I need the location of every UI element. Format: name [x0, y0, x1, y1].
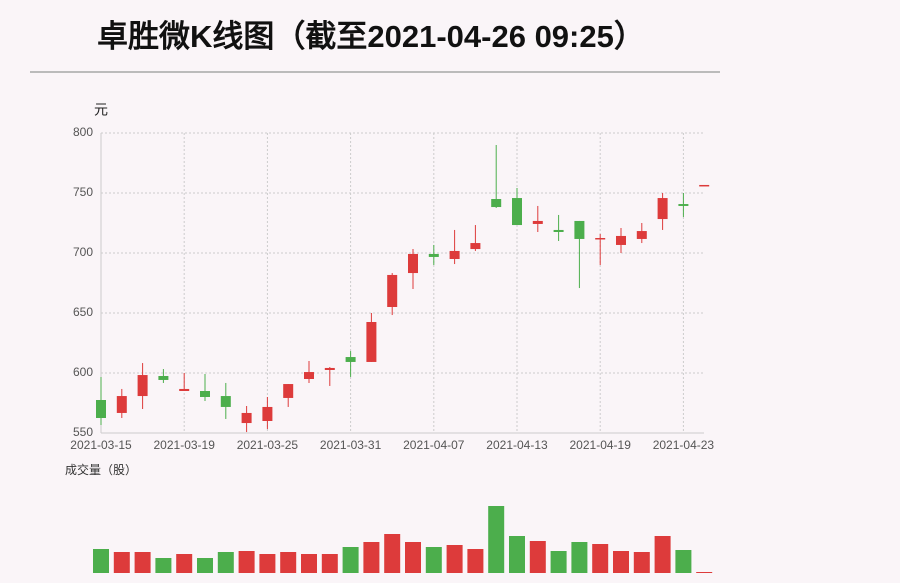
y-tick-label: 750	[73, 185, 93, 199]
volume-bar	[155, 558, 172, 573]
volume-bar	[696, 572, 713, 573]
volume-bar	[613, 551, 629, 573]
volume-bar	[425, 547, 442, 573]
candle-body	[366, 322, 377, 362]
volume-bar	[259, 554, 276, 573]
x-tick-label: 2021-04-07	[403, 438, 465, 452]
candle-body	[158, 376, 169, 380]
y-tick-label: 600	[73, 365, 93, 379]
volume-bar	[405, 542, 421, 573]
y-tick-label: 550	[73, 425, 93, 439]
volume-bar	[488, 506, 505, 573]
volume-bar	[384, 534, 401, 573]
volume-bar	[280, 552, 297, 573]
candle-body	[657, 198, 668, 220]
volume-bar	[654, 536, 671, 573]
y-tick-label: 800	[73, 125, 93, 139]
candle-body	[137, 375, 148, 397]
volume-bar	[134, 552, 151, 573]
volume-bar	[197, 558, 213, 573]
candle-body	[574, 220, 585, 239]
volume-bar	[550, 551, 567, 573]
volume-bar	[342, 547, 359, 573]
y-tick-label: 650	[73, 305, 93, 319]
candle-body	[179, 388, 190, 391]
candle-body	[116, 396, 127, 413]
volume-bar	[509, 536, 525, 573]
x-tick-label: 2021-03-31	[320, 438, 382, 452]
candle-body	[345, 357, 356, 362]
candle-body	[220, 396, 231, 407]
candle-body	[553, 229, 564, 232]
volume-bar	[217, 552, 234, 573]
x-tick-label: 2021-03-25	[237, 438, 299, 452]
chart-title: 卓胜微K线图（截至2021-04-26 09:25）	[97, 19, 645, 54]
candle-body	[241, 412, 252, 424]
candle-body	[408, 253, 418, 274]
candle-body	[616, 235, 626, 245]
volume-bar	[176, 554, 193, 573]
x-tick-label: 2021-04-23	[653, 438, 715, 452]
candle-body	[470, 243, 481, 250]
candle-body	[449, 250, 460, 259]
candle-body	[512, 198, 522, 226]
volume-label: 成交量（股）	[65, 462, 137, 477]
candle-body	[532, 220, 543, 224]
y-tick-label: 700	[73, 245, 93, 259]
candle-body	[200, 391, 210, 397]
volume-bar	[675, 550, 692, 573]
x-tick-label: 2021-03-15	[70, 438, 132, 452]
volume-bar	[529, 541, 546, 573]
candle-body	[387, 274, 398, 307]
volume-bar	[238, 551, 255, 573]
candle-body	[262, 406, 273, 421]
y-unit: 元	[94, 102, 108, 118]
volume-bar	[571, 542, 588, 573]
candle-body	[428, 253, 439, 257]
volume-bar	[592, 544, 609, 573]
volume-bar	[446, 545, 463, 573]
candle-body	[283, 384, 294, 398]
candle-body	[636, 231, 647, 239]
volume-bar	[467, 549, 484, 573]
volume-bar	[321, 554, 338, 573]
candle-body	[96, 400, 106, 418]
volume-bar	[113, 552, 130, 573]
candle-body	[324, 367, 335, 370]
candle-body	[678, 204, 689, 206]
volume-bar	[363, 542, 380, 573]
candle-body	[595, 238, 606, 240]
x-tick-label: 2021-04-19	[570, 438, 632, 452]
x-tick-label: 2021-03-19	[154, 438, 216, 452]
volume-bar	[633, 552, 650, 573]
volume-bar	[301, 554, 317, 573]
candle-body	[491, 199, 502, 208]
candle-body	[699, 184, 710, 187]
x-tick-label: 2021-04-13	[486, 438, 548, 452]
candle-body	[304, 372, 314, 379]
volume-bar	[93, 549, 109, 573]
